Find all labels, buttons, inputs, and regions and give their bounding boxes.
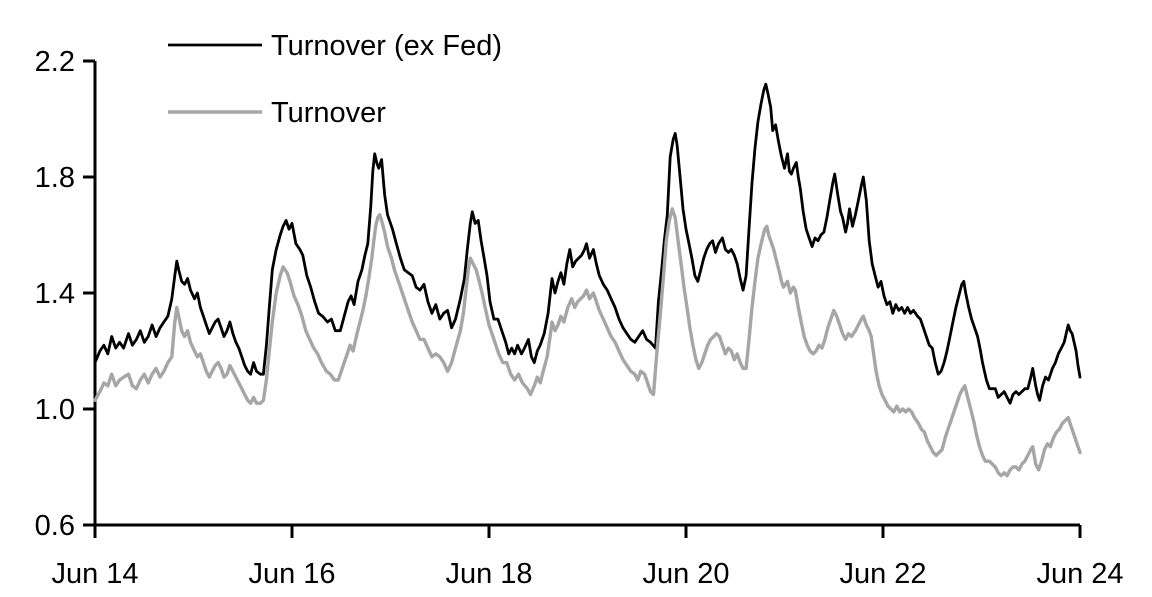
series-line-turnover-ex-fed: [93, 82, 1082, 405]
x-tick-label: Jun 16: [248, 558, 335, 590]
legend-label: Turnover: [271, 97, 386, 129]
y-tick-label: 1.4: [35, 278, 75, 310]
x-tick-label: Jun 20: [642, 558, 729, 590]
axes: [83, 59, 1082, 538]
series-line-turnover: [93, 207, 1082, 478]
x-tick-label: Jun 14: [51, 558, 138, 590]
x-tick-label: Jun 24: [1036, 558, 1123, 590]
x-tick-label: Jun 18: [445, 558, 532, 590]
y-tick-label: 1.8: [35, 162, 75, 194]
y-tick-label: 0.6: [35, 510, 75, 542]
legend: Turnover (ex Fed) Turnover: [168, 30, 502, 129]
x-tick-label: Jun 22: [839, 558, 926, 590]
y-tick-label: 1.0: [35, 394, 75, 426]
y-tick-label: 2.2: [35, 46, 75, 78]
legend-label: Turnover (ex Fed): [271, 30, 502, 62]
axis-tick-labels: 0.6 1.0 1.4 1.8 2.2 Jun 14 Jun 16 Jun 18 Jun 20 J…: [35, 46, 1124, 590]
series-lines: [93, 82, 1082, 478]
